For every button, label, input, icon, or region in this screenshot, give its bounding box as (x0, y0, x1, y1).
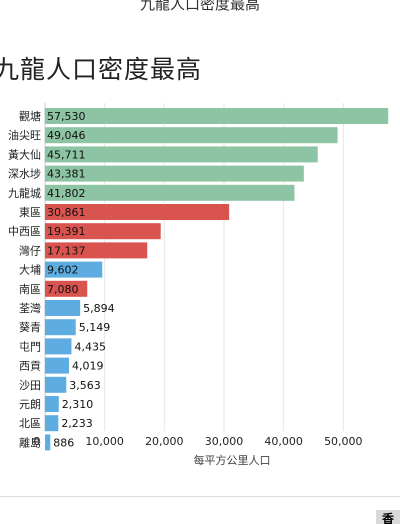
category-label: 屯門 (19, 340, 41, 353)
bar-value-label: 7,080 (47, 283, 79, 296)
bar-value-label: 57,530 (47, 110, 86, 123)
bar-value-label: 9,602 (47, 264, 79, 277)
bar (45, 376, 67, 393)
bar (45, 146, 318, 163)
bar-chart: 57,530 觀塘 49,046 油尖旺 45,711 黃大仙 43,381 深水埗 41,80… (8, 103, 389, 467)
page-top-title: 九龍人口密度最高 (139, 0, 260, 13)
x-tick-label: 40,000 (264, 435, 303, 448)
bar-value-label: 41,802 (47, 187, 86, 200)
category-label: 元朗 (19, 398, 41, 411)
bar (45, 357, 69, 374)
bar (45, 300, 81, 316)
category-label: 黃大仙 (8, 147, 41, 161)
x-tick-label: 10,000 (85, 435, 124, 448)
bar-value-label: 19,391 (47, 225, 86, 238)
corner-logo-fragment: 香 (376, 510, 400, 524)
bar (45, 338, 72, 355)
category-label: 荃灣 (19, 301, 41, 315)
bar-value-label: 2,310 (62, 398, 93, 411)
bar-value-label: 17,137 (47, 244, 86, 257)
chart-title: 九龍人口密度最高 (0, 55, 203, 84)
x-tick-label: 50,000 (324, 435, 363, 448)
category-label: 北區 (19, 417, 41, 430)
category-label: 大埔 (19, 263, 41, 277)
category-label: 九龍城 (8, 186, 41, 200)
bar-value-label: 886 (53, 436, 74, 449)
bar-value-label: 5,149 (79, 321, 111, 334)
category-label: 沙田 (19, 379, 41, 392)
bar (45, 165, 304, 182)
bar (45, 319, 76, 336)
category-label: 觀塘 (19, 109, 41, 123)
bar (45, 415, 59, 432)
category-label: 南區 (19, 283, 41, 296)
bar-value-label: 5,894 (83, 302, 115, 315)
category-label: 東區 (19, 206, 41, 219)
bar (45, 223, 161, 240)
category-label: 中西區 (8, 225, 41, 238)
x-tick-label: 0 (34, 435, 41, 448)
bar-value-label: 49,046 (47, 129, 86, 142)
x-tick-label: 20,000 (145, 435, 184, 448)
bar-value-label: 45,711 (47, 148, 86, 161)
x-axis-label: 每平方公里人口 (194, 453, 271, 467)
bar (45, 242, 148, 259)
category-label: 離島 (19, 435, 41, 449)
bar (45, 204, 230, 220)
bar-value-label: 43,381 (47, 168, 86, 181)
category-label: 葵青 (19, 321, 41, 334)
category-label: 油尖旺 (8, 128, 41, 142)
bar (45, 261, 103, 278)
category-label: 灣仔 (19, 244, 41, 257)
bar (45, 280, 88, 297)
category-label: 西貢 (19, 360, 41, 373)
bar-value-label: 4,435 (74, 340, 106, 353)
bar-value-label: 3,563 (69, 379, 101, 392)
bar (45, 434, 51, 451)
x-tick-label: 30,000 (205, 435, 244, 448)
bar-value-label: 4,019 (72, 360, 104, 373)
bar-value-label: 2,233 (61, 417, 92, 430)
bar (45, 108, 389, 124)
bar (45, 184, 295, 201)
bar (45, 127, 338, 144)
bottom-divider (0, 496, 400, 497)
bar (45, 396, 59, 412)
bar-value-label: 30,861 (47, 206, 86, 219)
category-label: 深水埗 (8, 167, 41, 181)
